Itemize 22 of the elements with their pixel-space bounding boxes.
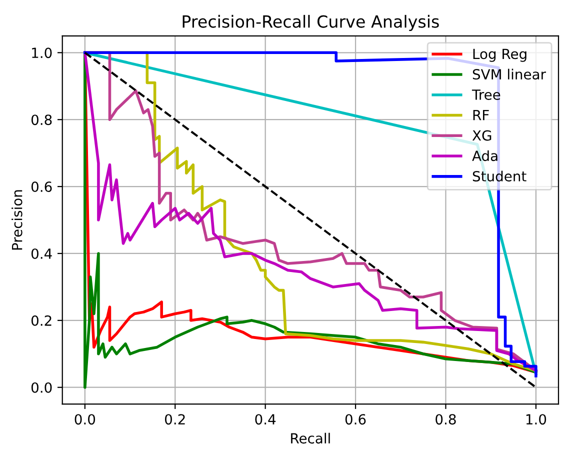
y-tick-label: 0.0	[31, 382, 52, 393]
y-tick-label: 0.2	[31, 315, 52, 326]
y-tick-label: 1.0	[32, 48, 52, 58]
x-tick-label: 0.8	[436, 414, 456, 425]
legend-label: Log Reg	[473, 48, 526, 62]
legend-label: SVM linear	[472, 68, 546, 80]
y-tick-label: 0.4	[31, 248, 52, 259]
legend-label: Student	[472, 170, 526, 182]
x-tick-label: 0.6	[345, 414, 366, 425]
legend-label: XG	[472, 130, 492, 141]
y-tick-label: 0.8	[31, 114, 52, 126]
y-axis-title: Precision	[12, 190, 22, 250]
x-tick-label: 1.0	[526, 414, 546, 425]
legend-label: Tree	[472, 90, 500, 100]
x-axis-title: Recall	[291, 432, 330, 444]
x-tick-label: 0.2	[165, 414, 185, 425]
legend-label: RF	[473, 110, 489, 120]
x-tick-label: 0.0	[74, 414, 96, 425]
chart-title: Precision-Recall Curve Analysis	[182, 14, 439, 32]
legend-label: Ada	[472, 150, 498, 162]
x-tick-label: 0.4	[255, 414, 276, 425]
y-tick-label: 0.6	[31, 182, 52, 192]
